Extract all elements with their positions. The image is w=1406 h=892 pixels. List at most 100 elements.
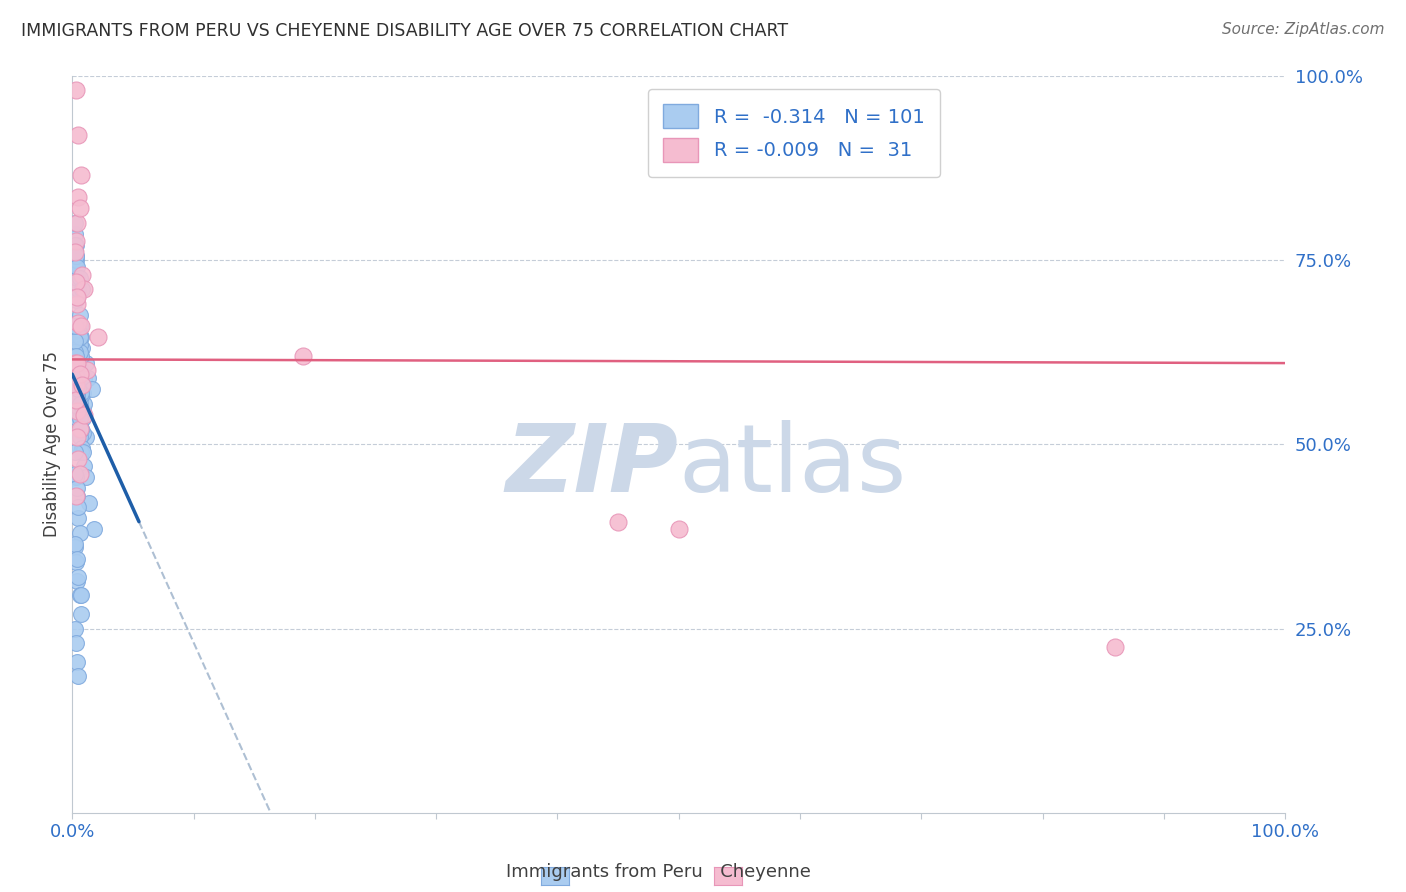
Point	[69, 389, 91, 403]
Point	[69, 422, 91, 436]
Point	[69, 319, 91, 334]
Point	[75, 356, 97, 370]
Point	[66, 275, 89, 289]
Point	[66, 260, 89, 275]
Point	[72, 378, 94, 392]
Point	[65, 382, 87, 396]
Point	[65, 367, 87, 381]
Point	[63, 245, 86, 260]
Point	[69, 588, 91, 602]
Point	[66, 278, 89, 293]
Point	[69, 385, 91, 400]
Text: atlas: atlas	[679, 420, 907, 512]
Point	[73, 282, 96, 296]
Point	[69, 607, 91, 621]
Point	[66, 389, 89, 403]
Point	[69, 345, 91, 359]
Point	[69, 271, 91, 285]
Point	[66, 356, 89, 370]
Point	[63, 216, 86, 230]
Point	[69, 444, 91, 458]
Point	[69, 397, 91, 411]
Point	[67, 359, 90, 374]
Point	[66, 385, 89, 400]
Point	[65, 392, 87, 407]
Point	[69, 467, 91, 481]
Point	[63, 238, 86, 252]
Point	[67, 500, 90, 514]
Point	[67, 408, 90, 422]
Point	[63, 541, 86, 555]
Point	[69, 367, 91, 381]
Point	[65, 392, 87, 407]
Point	[75, 470, 97, 484]
Point	[607, 515, 630, 529]
Point	[65, 282, 87, 296]
Point	[65, 636, 87, 650]
Point	[65, 349, 87, 363]
Point	[65, 252, 87, 267]
Text: ZIP: ZIP	[506, 420, 679, 512]
Point	[291, 349, 314, 363]
Point	[67, 316, 90, 330]
Point	[67, 511, 90, 525]
Point	[65, 238, 87, 252]
Point	[72, 411, 94, 425]
Point	[63, 227, 86, 241]
Point	[63, 363, 86, 377]
Point	[63, 371, 86, 385]
Text: Source: ZipAtlas.com: Source: ZipAtlas.com	[1222, 22, 1385, 37]
Point	[66, 430, 89, 444]
Point	[67, 323, 90, 337]
Point	[65, 349, 87, 363]
Point	[65, 489, 87, 503]
Point	[77, 371, 100, 385]
Point	[66, 297, 89, 311]
Point	[66, 367, 89, 381]
Point	[66, 290, 89, 304]
Point	[66, 371, 89, 385]
Point	[63, 319, 86, 334]
Point	[83, 522, 105, 536]
Point	[65, 83, 87, 97]
Point	[77, 496, 100, 510]
Point	[67, 282, 90, 296]
Point	[72, 404, 94, 418]
Point	[67, 452, 90, 467]
Point	[63, 444, 86, 458]
Point	[69, 168, 91, 182]
Point	[63, 622, 86, 636]
Point	[66, 411, 89, 425]
Point	[65, 260, 87, 275]
Point	[73, 397, 96, 411]
Point	[63, 537, 86, 551]
Point	[66, 482, 89, 496]
Point	[65, 293, 87, 308]
Point	[63, 356, 86, 370]
Point	[69, 349, 91, 363]
Point	[69, 411, 91, 425]
Point	[69, 330, 91, 344]
Point	[67, 669, 90, 683]
Point	[66, 271, 89, 285]
Point	[66, 356, 89, 370]
Point	[73, 371, 96, 385]
Point	[67, 128, 90, 142]
Point	[65, 470, 87, 484]
Point	[69, 201, 91, 215]
Point	[69, 330, 91, 344]
Point	[65, 389, 87, 403]
Point	[75, 430, 97, 444]
Point	[67, 330, 90, 344]
Text: Cheyenne: Cheyenne	[703, 863, 811, 881]
Text: Immigrants from Peru: Immigrants from Peru	[506, 863, 703, 881]
Point	[73, 408, 96, 422]
Point	[69, 363, 91, 377]
Point	[69, 430, 91, 444]
Point	[69, 588, 91, 602]
Text: IMMIGRANTS FROM PERU VS CHEYENNE DISABILITY AGE OVER 75 CORRELATION CHART: IMMIGRANTS FROM PERU VS CHEYENNE DISABIL…	[21, 22, 789, 40]
Point	[80, 382, 103, 396]
Point	[67, 190, 90, 204]
Point	[66, 574, 89, 588]
Point	[66, 551, 89, 566]
